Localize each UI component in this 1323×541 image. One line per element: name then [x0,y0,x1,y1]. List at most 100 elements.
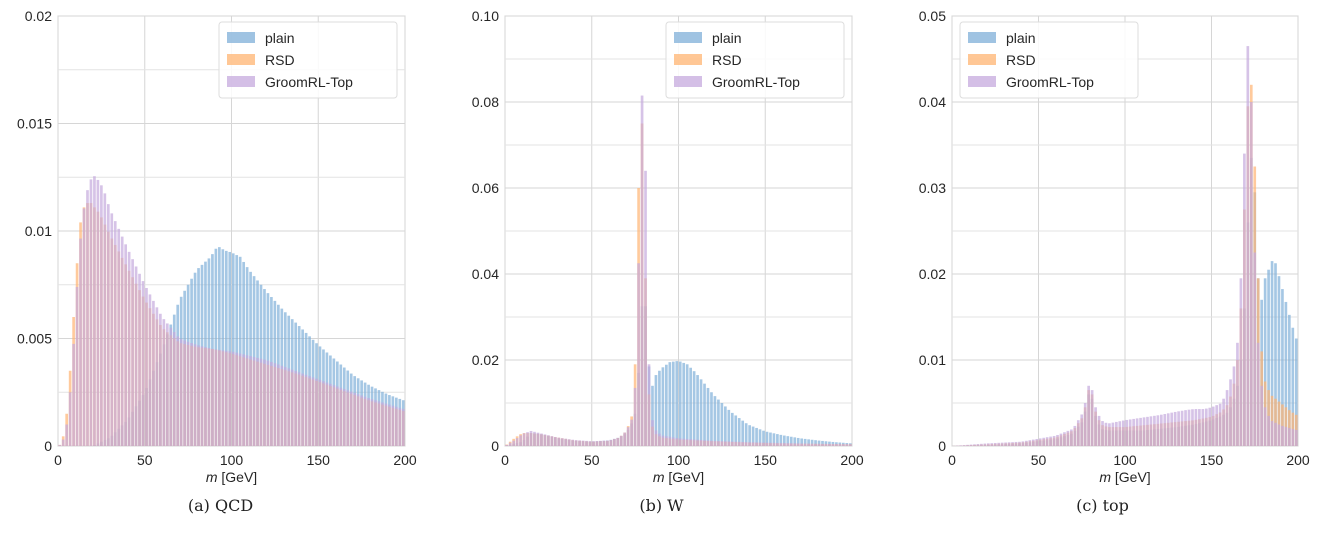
bar-plain [758,429,762,446]
bar-plain [807,439,810,446]
bar-groomrl-top [585,440,588,446]
bar-plain [658,370,661,446]
bar-groomrl-top [342,389,346,446]
bar-groomrl-top [626,427,630,446]
bar-plain [734,415,738,446]
bar-groomrl-top [599,440,602,446]
y-tick-label: 0.02 [25,8,52,24]
bar-groomrl-top [675,437,679,446]
bar-plain [654,375,658,446]
bar-groomrl-top [297,372,301,446]
bar-groomrl-top [515,438,519,446]
legend-label-groomrl-top: GroomRL-Top [1006,74,1094,90]
x-tick-label: 150 [307,452,331,468]
bar-groomrl-top [245,355,249,446]
bar-plain [238,256,242,446]
y-tick-label: 0 [938,438,946,454]
bar-plain [817,440,821,446]
bar-groomrl-top [179,339,183,446]
bar-groomrl-top [1208,407,1212,446]
bar-plain [231,253,235,446]
bar-groomrl-top [1104,422,1108,446]
bar-groomrl-top [658,433,661,446]
bar-groomrl-top [110,213,114,446]
bar-groomrl-top [322,381,325,446]
bar-groomrl-top [720,441,724,446]
y-tick-label: 0.01 [25,223,52,239]
bar-groomrl-top [117,228,121,446]
bar-plain [793,437,797,446]
bar-groomrl-top [1135,418,1139,446]
bar-groomrl-top [1118,421,1122,446]
bar-groomrl-top [1028,440,1032,446]
bar-groomrl-top [79,238,82,446]
bar-groomrl-top [221,350,225,446]
bar-groomrl-top [287,368,291,446]
legend-swatch-rsd [227,54,255,65]
x-tick-label: 0 [501,452,509,468]
bar-groomrl-top [536,432,540,446]
bar-groomrl-top [259,358,263,446]
panel-top: 0 50 100 150 200 0 0.01 0.02 0.03 0.04 0.05 m [GeV]… [882,0,1323,541]
bar-groomrl-top [224,350,228,446]
bar-groomrl-top [304,374,308,446]
bar-groomrl-top [214,349,218,446]
bar-groomrl-top [1111,422,1115,446]
bar-groomrl-top [134,266,138,446]
x-tick-label: 50 [137,452,153,468]
bar-groomrl-top [1184,410,1187,446]
bar-groomrl-top [165,323,169,446]
bar-groomrl-top [1236,342,1239,446]
bar-groomrl-top [1004,442,1007,446]
bar-groomrl-top [543,434,547,446]
y-tick-label: 0.10 [472,8,499,24]
bar-plain [1281,289,1284,446]
bar-rsd [1270,395,1274,446]
y-tick-label: 0.005 [17,331,52,347]
bar-groomrl-top [776,442,779,446]
legend-label-plain: plain [712,30,742,46]
bar-plain [235,255,239,446]
legend-swatch-plain [968,32,996,43]
bar-groomrl-top [668,436,672,446]
bar-groomrl-top [772,442,776,446]
bar-groomrl-top [807,443,810,446]
bar-groomrl-top [567,439,571,446]
bar-plain [228,251,232,446]
bar-groomrl-top [1215,405,1219,446]
bar-groomrl-top [113,221,117,446]
legend-label-plain: plain [265,30,295,46]
bar-plain [665,364,668,446]
bar-groomrl-top [1187,409,1191,446]
bar-groomrl-top [1073,425,1077,446]
bar-groomrl-top [529,430,533,446]
bar-groomrl-top [277,364,280,446]
bar-groomrl-top [384,403,388,446]
y-tick-label: 0 [491,438,499,454]
bar-groomrl-top [332,385,336,446]
bar-groomrl-top [581,440,585,446]
bar-groomrl-top [169,327,173,446]
bar-groomrl-top [152,300,155,446]
bar-groomrl-top [595,441,599,446]
bar-groomrl-top [821,443,824,446]
bar-groomrl-top [997,442,1001,446]
bar-plain [755,427,758,446]
bar-groomrl-top [1087,385,1090,446]
bar-groomrl-top [734,441,738,446]
bar-groomrl-top [810,443,814,446]
bar-groomrl-top [1194,409,1198,446]
bar-plain [218,247,221,446]
bar-groomrl-top [980,443,983,446]
bar-groomrl-top [1076,420,1080,446]
bar-groomrl-top [786,443,790,446]
bar-groomrl-top [308,376,311,446]
x-tick-label: 50 [1031,452,1047,468]
bar-groomrl-top [141,281,145,446]
bar-groomrl-top [190,343,193,446]
bar-groomrl-top [533,431,536,446]
x-tick-label: 0 [948,452,956,468]
bar-groomrl-top [1270,421,1274,446]
bar-groomrl-top [592,441,595,446]
bar-groomrl-top [696,439,699,446]
